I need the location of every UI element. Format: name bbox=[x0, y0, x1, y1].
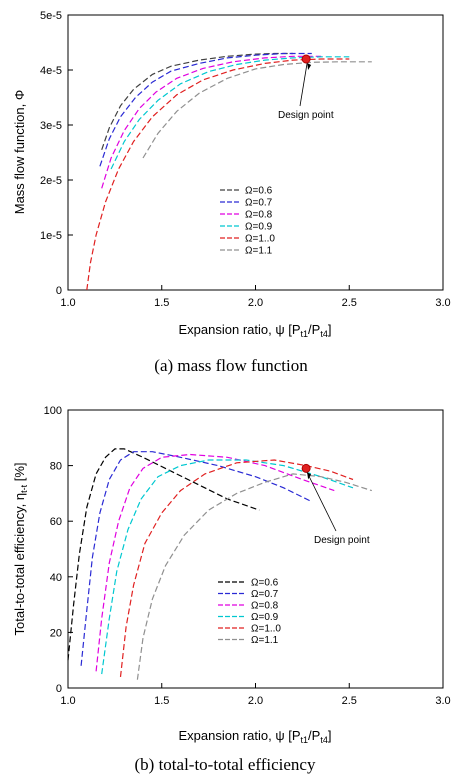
y-tick-label: 100 bbox=[44, 405, 62, 417]
annotation-arrow bbox=[306, 472, 337, 532]
x-tick-label: 2.0 bbox=[248, 695, 263, 707]
x-tick-label: 1.0 bbox=[60, 297, 75, 309]
legend-label: Ω=1..0 bbox=[245, 234, 275, 245]
y-tick-label: 1e-5 bbox=[40, 230, 62, 242]
caption-b: (b) total-to-total efficiency bbox=[135, 755, 316, 774]
design-point-label: Design point bbox=[314, 535, 370, 546]
x-tick-label: 3.0 bbox=[435, 297, 450, 309]
legend-label: Ω=0.9 bbox=[245, 222, 273, 233]
y-axis-label-a: Mass flow function, Φ bbox=[12, 90, 27, 215]
annotation-arrow bbox=[299, 62, 308, 107]
series-line-1 bbox=[101, 52, 293, 150]
y-tick-label: 5e-5 bbox=[40, 10, 62, 22]
design-point-marker bbox=[301, 54, 311, 64]
annotation-arrowhead bbox=[307, 472, 312, 480]
annotation-arrowhead bbox=[307, 63, 312, 70]
series-line-5 bbox=[86, 58, 350, 291]
x-tick-label: 1.5 bbox=[154, 297, 169, 309]
y-tick-label: 4e-5 bbox=[40, 65, 62, 77]
series-line-3 bbox=[95, 453, 335, 672]
caption-a: (a) mass flow function bbox=[154, 356, 308, 375]
y-tick-label: 40 bbox=[50, 572, 62, 584]
design-point-marker bbox=[301, 463, 311, 473]
series-line-4 bbox=[101, 459, 354, 675]
x-axis-label-b: Expansion ratio, ψ [Pt1/Pt4] bbox=[179, 728, 332, 745]
y-tick-label: 0 bbox=[56, 285, 62, 297]
series-line-2 bbox=[80, 451, 313, 666]
series-line-5 bbox=[119, 459, 354, 677]
x-axis-label-a: Expansion ratio, ψ [Pt1/Pt4] bbox=[179, 322, 332, 339]
legend-label: Ω=1..0 bbox=[251, 624, 281, 635]
legend-label: Ω=0.7 bbox=[245, 198, 273, 209]
series-line-6 bbox=[136, 473, 372, 680]
x-tick-label: 2.5 bbox=[342, 695, 357, 707]
x-tick-label: 3.0 bbox=[435, 695, 450, 707]
design-point-label: Design point bbox=[278, 110, 334, 121]
y-tick-label: 20 bbox=[50, 627, 62, 639]
legend-label: Ω=1.1 bbox=[251, 635, 279, 646]
y-tick-label: 80 bbox=[50, 461, 62, 473]
legend-label: Ω=0.6 bbox=[251, 578, 279, 589]
series-line-1 bbox=[67, 448, 260, 661]
mass-flow-chart: 0 1e-5 2e-5 3e-5 4e-5 5e-5 1.0 1.5 2.0 2.5 3.0 Ω=… bbox=[12, 10, 451, 375]
legend-label: Ω=0.7 bbox=[251, 589, 279, 600]
legend-label: Ω=0.8 bbox=[251, 601, 279, 612]
series-line-6 bbox=[142, 61, 372, 159]
x-tick-label: 2.5 bbox=[342, 297, 357, 309]
x-tick-label: 2.0 bbox=[248, 297, 263, 309]
series-line-2 bbox=[99, 52, 312, 167]
y-tick-label: 3e-5 bbox=[40, 120, 62, 132]
x-tick-label: 1.0 bbox=[60, 695, 75, 707]
y-tick-label: 0 bbox=[56, 683, 62, 695]
y-tick-label: 2e-5 bbox=[40, 175, 62, 187]
legend-label: Ω=1.1 bbox=[245, 246, 273, 257]
series-line-3 bbox=[101, 55, 322, 189]
y-axis-label-b: Total-to-total efficiency, ηt-t [%] bbox=[12, 463, 29, 636]
y-tick-label: 60 bbox=[50, 516, 62, 528]
legend-label: Ω=0.6 bbox=[245, 186, 273, 197]
legend-label: Ω=0.9 bbox=[251, 612, 279, 623]
legend-label: Ω=0.8 bbox=[245, 210, 273, 221]
x-tick-label: 1.5 bbox=[154, 695, 169, 707]
